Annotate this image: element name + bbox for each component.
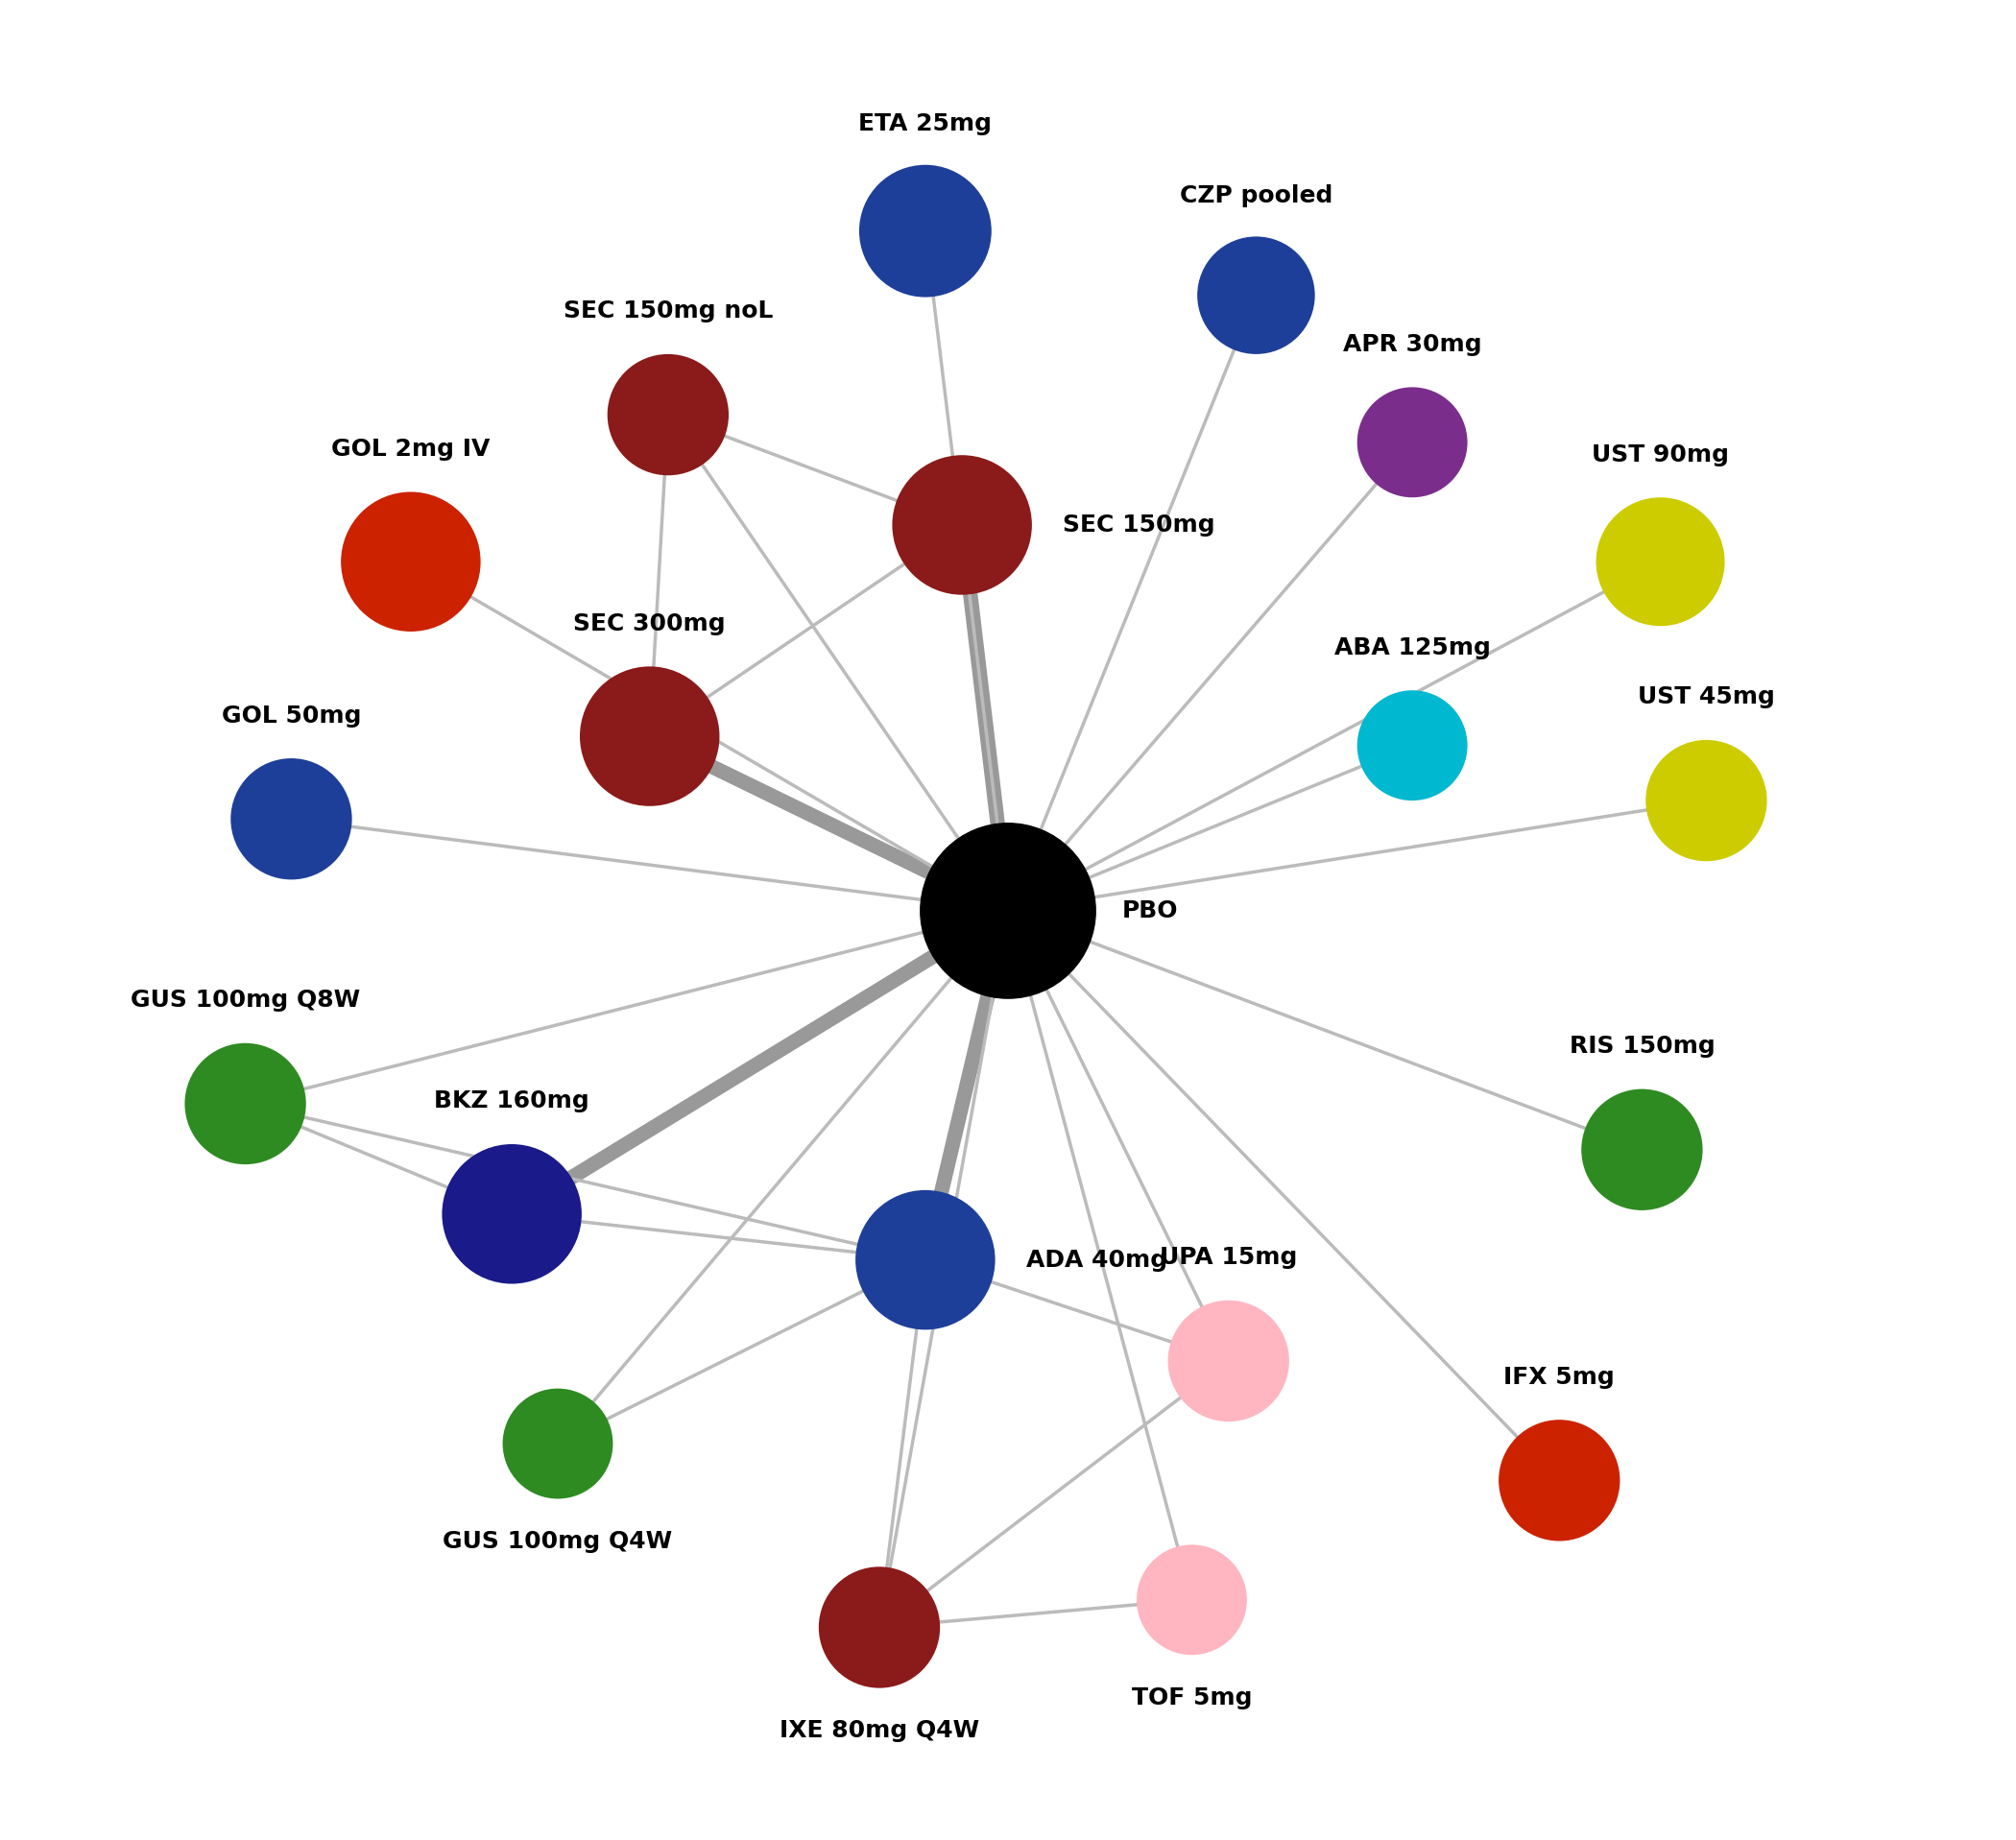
Text: GOL 2mg IV: GOL 2mg IV xyxy=(331,438,490,460)
Circle shape xyxy=(1645,740,1766,861)
Circle shape xyxy=(442,1144,583,1284)
Text: CZP pooled: CZP pooled xyxy=(1179,184,1333,208)
Circle shape xyxy=(855,1190,996,1330)
Text: ETA 25mg: ETA 25mg xyxy=(859,112,992,136)
Text: IFX 5mg: IFX 5mg xyxy=(1504,1365,1615,1389)
Circle shape xyxy=(185,1043,306,1165)
Circle shape xyxy=(341,491,480,631)
Circle shape xyxy=(581,666,720,806)
Circle shape xyxy=(502,1389,613,1500)
Text: RIS 150mg: RIS 150mg xyxy=(1568,1034,1716,1058)
Circle shape xyxy=(1357,386,1468,497)
Circle shape xyxy=(1581,1089,1704,1211)
Circle shape xyxy=(818,1566,939,1687)
Text: ADA 40mg: ADA 40mg xyxy=(1026,1248,1167,1271)
Circle shape xyxy=(1597,497,1724,626)
Text: ABA 125mg: ABA 125mg xyxy=(1335,637,1490,659)
Text: PBO: PBO xyxy=(1123,900,1177,922)
Text: TOF 5mg: TOF 5mg xyxy=(1131,1685,1252,1709)
Circle shape xyxy=(1198,237,1314,353)
Text: SEC 150mg: SEC 150mg xyxy=(1062,513,1216,537)
Circle shape xyxy=(1167,1301,1288,1422)
Text: BKZ 160mg: BKZ 160mg xyxy=(433,1089,589,1113)
Text: UST 45mg: UST 45mg xyxy=(1637,686,1774,708)
Text: UPA 15mg: UPA 15mg xyxy=(1159,1246,1298,1270)
Text: GUS 100mg Q8W: GUS 100mg Q8W xyxy=(131,988,361,1012)
Circle shape xyxy=(1137,1546,1246,1654)
Text: GUS 100mg Q4W: GUS 100mg Q4W xyxy=(444,1531,673,1553)
Circle shape xyxy=(919,822,1097,999)
Text: SEC 300mg: SEC 300mg xyxy=(573,613,726,635)
Circle shape xyxy=(893,454,1032,594)
Circle shape xyxy=(1498,1420,1621,1542)
Circle shape xyxy=(607,353,728,475)
Circle shape xyxy=(859,166,992,296)
Text: APR 30mg: APR 30mg xyxy=(1343,333,1482,355)
Text: GOL 50mg: GOL 50mg xyxy=(222,705,361,727)
Circle shape xyxy=(1357,690,1468,800)
Text: UST 90mg: UST 90mg xyxy=(1593,443,1730,466)
Circle shape xyxy=(230,758,353,880)
Text: IXE 80mg Q4W: IXE 80mg Q4W xyxy=(780,1719,980,1742)
Text: SEC 150mg noL: SEC 150mg noL xyxy=(562,300,772,322)
